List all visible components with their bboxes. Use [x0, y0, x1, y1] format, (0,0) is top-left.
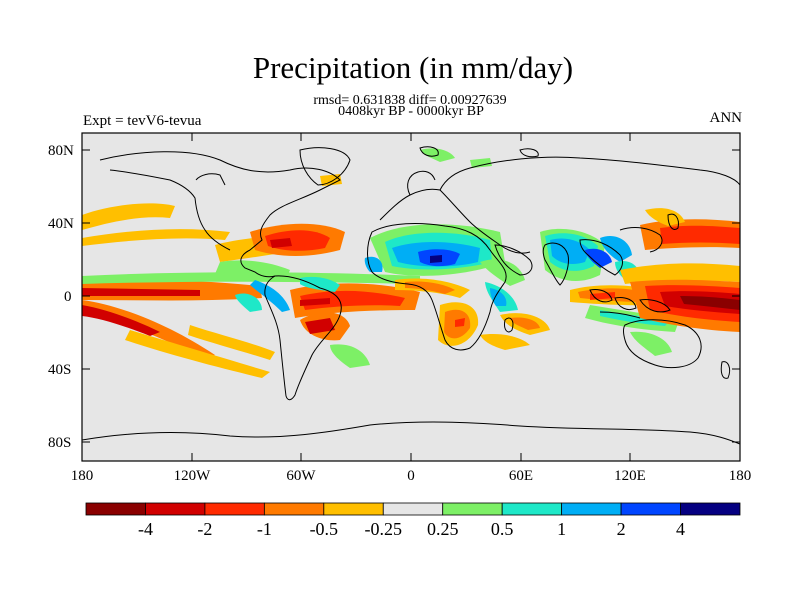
- anomaly-patch: [270, 238, 292, 248]
- anomaly-patch: [188, 325, 275, 360]
- colorbar-label: 4: [676, 519, 685, 539]
- anomaly-patch: [82, 288, 200, 296]
- anomaly-patch: [470, 158, 492, 168]
- latitude-axis: 80N 40N 0 40S 80S: [48, 143, 740, 451]
- anomaly-patch: [405, 281, 455, 294]
- lon-label-120w: 120W: [174, 468, 212, 484]
- anomaly-patch: [585, 248, 612, 268]
- colorbar-swatch: [382, 502, 444, 516]
- anomaly-patch: [480, 334, 530, 350]
- anomaly-patch: [630, 331, 672, 356]
- colorbar-label: -4: [138, 519, 153, 539]
- lon-label-0: 0: [407, 468, 415, 484]
- stats-subtitle: rmsd= 0.631838 diff= 0.00927639: [313, 93, 507, 108]
- colorbar-swatch: [620, 502, 681, 516]
- anomaly-patch: [600, 310, 670, 326]
- anomaly-patch: [645, 208, 685, 226]
- anomaly-patch: [300, 276, 340, 292]
- longitude-axis: 180 120W 60W 0 60E 120E 180: [71, 133, 752, 484]
- colorbar-swatch: [145, 502, 206, 516]
- anomaly-patch: [510, 317, 540, 330]
- colorbar-swatch: [442, 502, 503, 516]
- colorbar-label: 0.25: [427, 519, 459, 539]
- colorbar-label: -0.5: [310, 519, 339, 539]
- colorbar-label: -0.25: [365, 519, 403, 539]
- lat-label-40n: 40N: [48, 216, 74, 232]
- lon-label-180e: 180: [729, 468, 752, 484]
- lon-label-120e: 120E: [614, 468, 646, 484]
- lon-label-180w: 180: [71, 468, 94, 484]
- colorbar-swatch: [85, 502, 146, 516]
- anomaly-patch: [490, 288, 507, 306]
- lon-label-60w: 60W: [286, 468, 316, 484]
- anomaly-patch: [82, 305, 160, 336]
- colorbar-label: 2: [617, 519, 626, 539]
- anomaly-patch: [82, 203, 175, 230]
- colorbar-swatch: [501, 502, 563, 516]
- anomaly-patch: [300, 298, 330, 306]
- colorbar-swatch: [561, 502, 622, 516]
- colorbar-swatch: [204, 502, 265, 516]
- colorbar-swatch: [263, 502, 325, 516]
- lat-label-0: 0: [64, 289, 72, 305]
- colorbar-swatch: [323, 502, 384, 516]
- anomaly-patch: [250, 280, 290, 312]
- lat-label-40s: 40S: [48, 362, 71, 378]
- colorbar-swatch: [680, 502, 741, 516]
- colorbar-label: 1: [557, 519, 566, 539]
- anomaly-patch: [430, 255, 442, 263]
- colorbar-label: -2: [197, 519, 212, 539]
- colorbar-label: 0.5: [491, 519, 514, 539]
- anomaly-patch: [660, 225, 740, 244]
- anomaly-patch: [125, 330, 270, 378]
- lat-label-80n: 80N: [48, 143, 74, 159]
- anomaly-patch: [82, 229, 230, 246]
- experiment-label: Expt = tevV6-tevua: [83, 113, 202, 129]
- anomaly-patch: [620, 263, 740, 284]
- lat-label-80s: 80S: [48, 435, 71, 451]
- anomaly-patch: [300, 290, 405, 310]
- colorbar: -4 -2 -1 -0.5 -0.25 0.25 0.5 1 2 4: [85, 502, 741, 539]
- coastlines: [82, 146, 740, 445]
- colorbar-label: -1: [257, 519, 272, 539]
- plot-title: Precipitation (in mm/day): [252, 50, 574, 85]
- anomaly-patch: [305, 318, 335, 334]
- anomaly-patch: [82, 272, 420, 284]
- anomaly-patch: [455, 318, 465, 327]
- season-label: ANN: [709, 110, 743, 126]
- anomaly-patch: [600, 235, 632, 262]
- anomaly-patch: [680, 296, 740, 310]
- anomaly-patch: [235, 293, 262, 312]
- anomaly-patch: [480, 259, 525, 286]
- anomaly-patch: [330, 344, 370, 368]
- anomaly-patch: [364, 256, 383, 272]
- precipitation-field: [82, 146, 740, 445]
- period-subtitle: 0408kyr BP - 0000kyr BP: [338, 104, 484, 119]
- lon-label-60e: 60E: [509, 468, 533, 484]
